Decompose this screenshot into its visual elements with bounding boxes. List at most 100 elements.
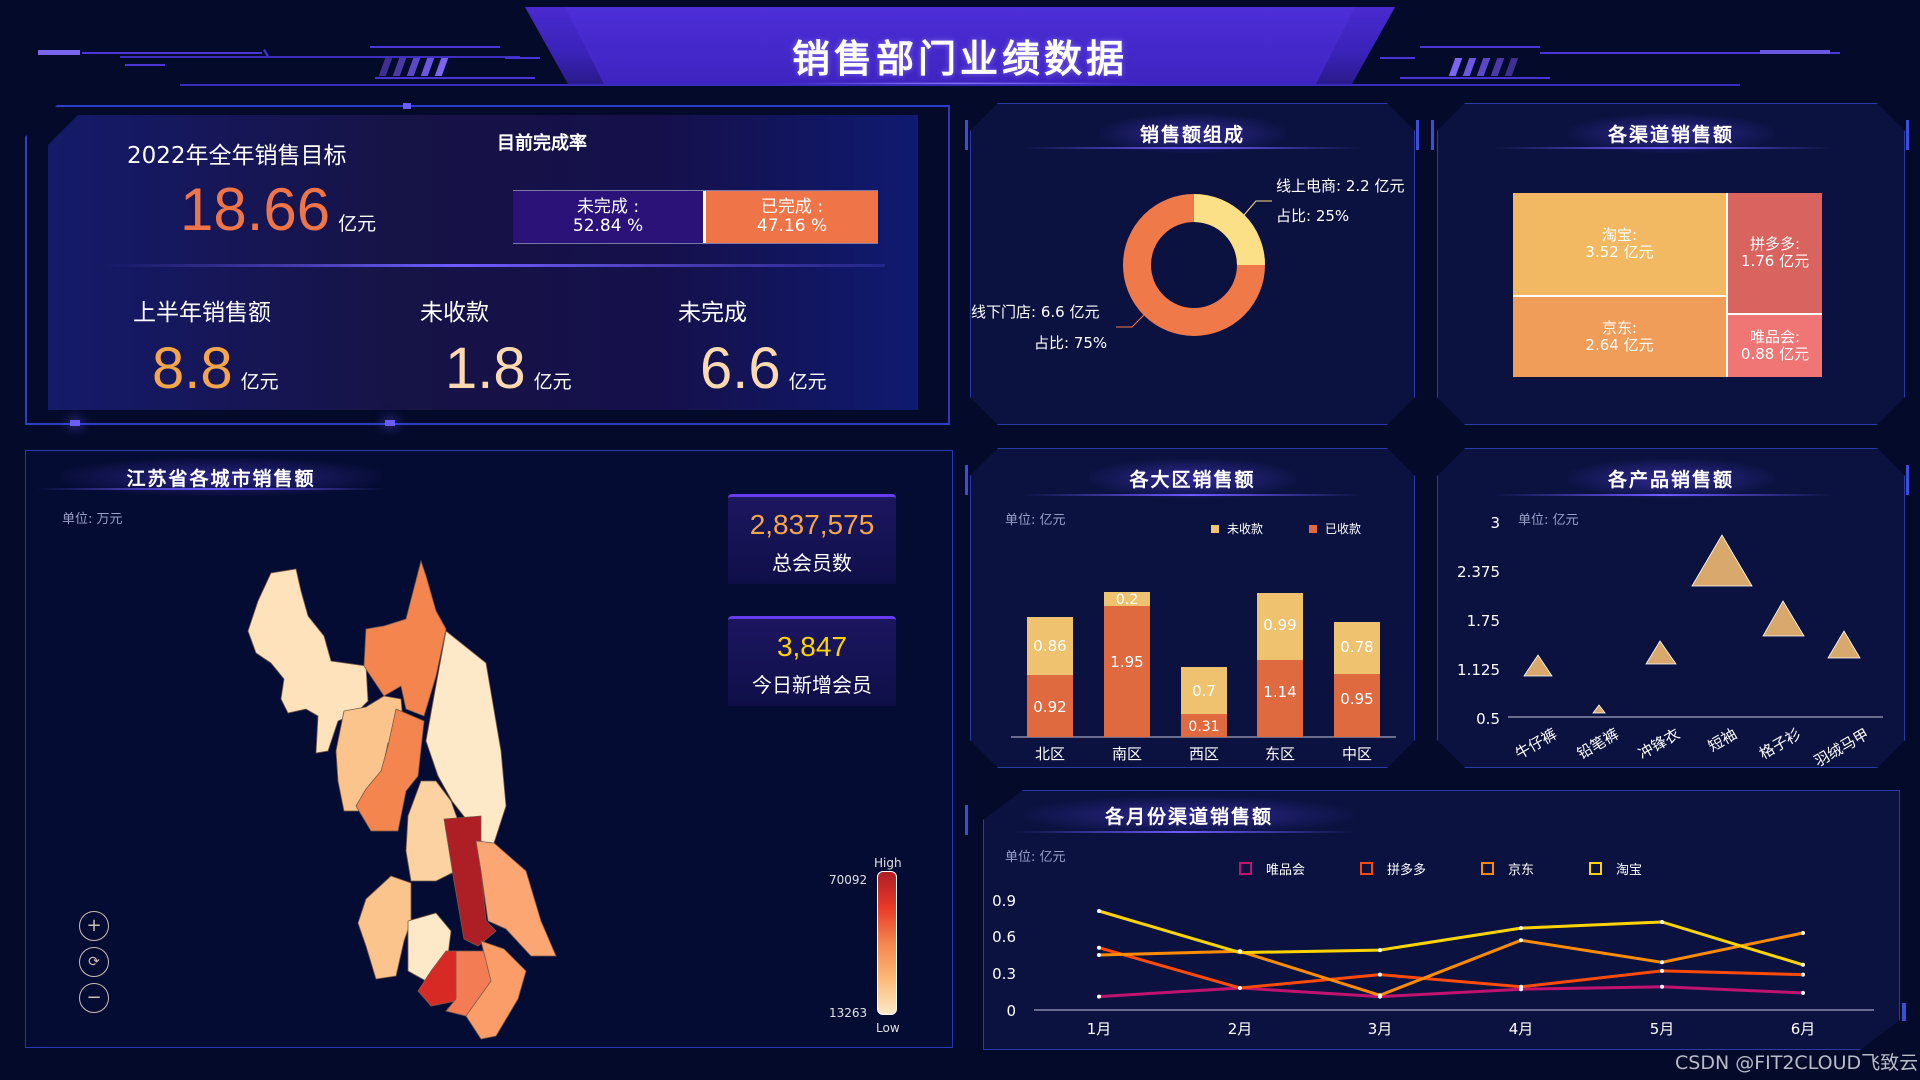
target-label: 2022年全年销售目标 <box>127 143 347 169</box>
header-deco-right-stub <box>1380 57 1415 59</box>
legend-label: 拼多多 <box>1387 863 1427 878</box>
composition-panel: 销售额组成 线上电商: 2.2 亿元 占比: 25% 线下门店: 6.6 亿元 … <box>970 103 1415 425</box>
zoom-out-button[interactable]: − <box>79 983 109 1013</box>
bar-south[interactable]: 1.95 0.2 <box>1104 592 1150 737</box>
map-region-taizhou-n[interactable] <box>405 780 462 882</box>
new-members-value: 3,847 <box>776 631 848 662</box>
zoom-in-button[interactable]: + <box>79 911 109 941</box>
bar-north[interactable]: 0.92 0.86 <box>1027 617 1073 737</box>
bar-east[interactable]: 1.14 0.99 <box>1257 593 1303 737</box>
line-pinduoduo[interactable] <box>1099 948 1803 988</box>
map-region-lianyungang[interactable] <box>363 559 447 717</box>
legend-item-unpaid[interactable]: 未收款 <box>1211 520 1263 537</box>
kpi-panel-border <box>25 105 950 425</box>
kpi-item-label: 未收款 <box>420 300 489 326</box>
panel-underline <box>1493 147 1833 149</box>
legend-item-vip[interactable]: 唯品会 <box>1239 859 1305 878</box>
scatter-point[interactable] <box>1763 601 1804 636</box>
line-taobao[interactable] <box>1099 911 1803 965</box>
incomplete-segment: 未完成 : 52.84 % <box>513 191 706 243</box>
panel-title: 销售额组成 <box>1100 114 1285 153</box>
treemap-value: 1.76 亿元 <box>1740 252 1810 270</box>
treemap-cell-jd[interactable]: 京东: 2.64 亿元 <box>1513 297 1728 377</box>
x-tick-label: 冲锋衣 <box>1635 725 1683 763</box>
header-deco-left-top <box>370 46 500 48</box>
map-region-huaian[interactable] <box>355 708 425 832</box>
treemap-label: 淘宝: <box>1601 226 1638 244</box>
minus-icon: − <box>86 987 102 1008</box>
header-deco-left-line2 <box>125 64 165 66</box>
header-deco-right-bottom <box>1400 77 1550 79</box>
kpi-item-value: 1.8 <box>445 336 526 401</box>
panel-title-wrap: 各产品销售额 <box>1438 457 1904 499</box>
legend-item-pinduoduo[interactable]: 拼多多 <box>1360 859 1426 878</box>
kpi-panel <box>48 115 918 410</box>
map-region-nantong[interactable] <box>475 840 557 957</box>
visual-map-slider[interactable] <box>877 871 897 1015</box>
header-deco-left-line <box>82 52 262 54</box>
legend-swatch <box>1589 862 1602 875</box>
map-region-yangzhou[interactable] <box>443 815 497 947</box>
legend-swatch <box>1360 862 1373 875</box>
svg-text:0.78: 0.78 <box>1340 638 1373 656</box>
panel-title: 各产品销售额 <box>1568 459 1774 498</box>
products-panel: 各产品销售额 单位: 亿元 0.5 1.125 1.75 2.375 3 牛仔裤… <box>1437 448 1905 768</box>
bar-central[interactable]: 0.95 0.78 <box>1334 622 1380 737</box>
visual-map-low-label: Low <box>876 1021 900 1035</box>
completion-bar: 未完成 : 52.84 % 已完成 : 47.16 % <box>513 190 878 244</box>
legend-label: 京东 <box>1508 863 1535 878</box>
monthly-unit: 单位: 亿元 <box>1005 850 1066 865</box>
corner-accent <box>965 465 968 495</box>
header-base-line <box>180 84 1740 86</box>
scatter-point[interactable] <box>1828 631 1860 658</box>
line-vip[interactable] <box>1099 987 1803 997</box>
donut-slice-online[interactable] <box>1194 194 1265 265</box>
corner-accent <box>965 805 968 835</box>
new-members-card: 3,847 今日新增会员 <box>728 616 896 706</box>
treemap-cell-vip[interactable]: 唯品会: 0.88 亿元 <box>1728 315 1822 377</box>
scatter-point[interactable] <box>1524 655 1552 676</box>
legend-item-taobao[interactable]: 淘宝 <box>1589 859 1642 878</box>
y-tick-label: 3 <box>1490 514 1500 532</box>
channels-panel: 各渠道销售额 淘宝: 3.52 亿元 京东: 2.64 亿元 拼多多: 1.76… <box>1437 103 1905 425</box>
scatter-point[interactable] <box>1593 705 1605 713</box>
line-jd[interactable] <box>1099 933 1803 995</box>
panel-title-wrap: 各月份渠道销售额 <box>1024 797 1354 833</box>
panel-title-wrap: 各大区销售额 <box>971 457 1414 499</box>
jiangsu-map[interactable] <box>26 451 954 1049</box>
x-tick-label: 南区 <box>1112 745 1142 763</box>
map-region-suzhou[interactable] <box>465 940 527 1040</box>
legend-label: 淘宝 <box>1616 863 1643 878</box>
legend-item-jd[interactable]: 京东 <box>1481 859 1534 878</box>
monthly-panel: 各月份渠道销售额 单位: 亿元 唯品会 拼多多 京东 淘宝 0 0.3 0.6 … <box>983 790 1900 1050</box>
panel-underline <box>36 488 386 490</box>
corner-accent <box>1431 120 1434 150</box>
header-band-inner <box>565 7 1355 85</box>
header-deco-left-bar <box>38 50 80 55</box>
x-tick-label: 东区 <box>1265 745 1295 763</box>
map-region-xuzhou[interactable] <box>247 568 369 754</box>
treemap-cell-taobao[interactable]: 淘宝: 3.52 亿元 <box>1513 193 1728 297</box>
kpi-item-label: 上半年销售额 <box>133 300 271 326</box>
reset-button[interactable]: ⟳ <box>79 947 109 977</box>
legend-label: 已收款 <box>1325 522 1362 536</box>
donut-ratio-offline: 占比: 75% <box>1034 334 1107 352</box>
incomplete-label: 未完成 : <box>576 197 640 217</box>
total-members-value: 2,837,575 <box>749 509 875 540</box>
treemap-cell-pinduoduo[interactable]: 拼多多: 1.76 亿元 <box>1728 193 1822 315</box>
scatter-point[interactable] <box>1692 535 1752 586</box>
scatter-point[interactable] <box>1646 641 1676 664</box>
svg-text:0.31: 0.31 <box>1188 719 1219 735</box>
legend-item-paid[interactable]: 已收款 <box>1309 520 1361 537</box>
y-tick-label: 2.375 <box>1457 563 1500 581</box>
svg-text:1.14: 1.14 <box>1263 683 1296 701</box>
completion-rate-label: 目前完成率 <box>497 133 587 154</box>
bar-west[interactable]: 0.31 0.7 <box>1181 667 1227 737</box>
header-deco-right-bar <box>1760 50 1830 54</box>
kpi-item-unit: 亿元 <box>788 371 827 393</box>
donut-label-online: 线上电商: 2.2 亿元 <box>1276 177 1404 195</box>
kpi-item-value-group: 1.8 亿元 <box>445 335 572 402</box>
panel-title: 各渠道销售额 <box>1568 114 1774 153</box>
map-region-nanjing[interactable] <box>357 875 412 980</box>
y-tick-label: 0.3 <box>992 965 1016 983</box>
